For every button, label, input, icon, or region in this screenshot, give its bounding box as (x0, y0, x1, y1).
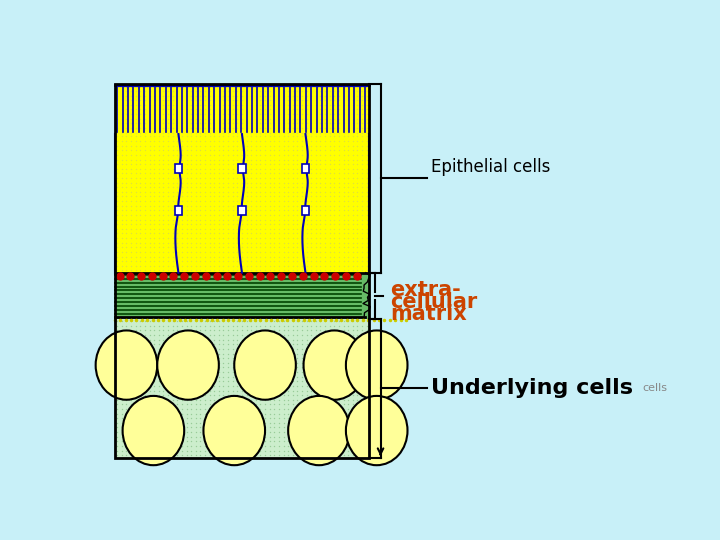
Bar (302, 164, 310, 173)
Ellipse shape (96, 330, 157, 400)
Bar (115, 84, 369, 457)
Text: matrix: matrix (390, 304, 467, 325)
Text: Underlying cells: Underlying cells (431, 378, 633, 398)
Bar (115, 84, 369, 134)
Text: cells: cells (642, 383, 667, 393)
Bar (115, 273, 369, 319)
Bar (115, 319, 369, 457)
Ellipse shape (346, 396, 408, 465)
Text: Epithelial cells: Epithelial cells (431, 158, 550, 176)
Ellipse shape (346, 330, 408, 400)
Bar (302, 206, 310, 215)
Bar (238, 164, 246, 173)
Ellipse shape (204, 396, 265, 465)
Ellipse shape (157, 330, 219, 400)
Ellipse shape (234, 330, 296, 400)
Bar (238, 206, 246, 215)
Ellipse shape (304, 330, 365, 400)
Text: extra-: extra- (390, 280, 462, 300)
Bar (174, 206, 182, 215)
Ellipse shape (288, 396, 350, 465)
Bar (174, 164, 182, 173)
Ellipse shape (122, 396, 184, 465)
Text: cellular: cellular (390, 292, 478, 312)
Bar (115, 134, 369, 273)
